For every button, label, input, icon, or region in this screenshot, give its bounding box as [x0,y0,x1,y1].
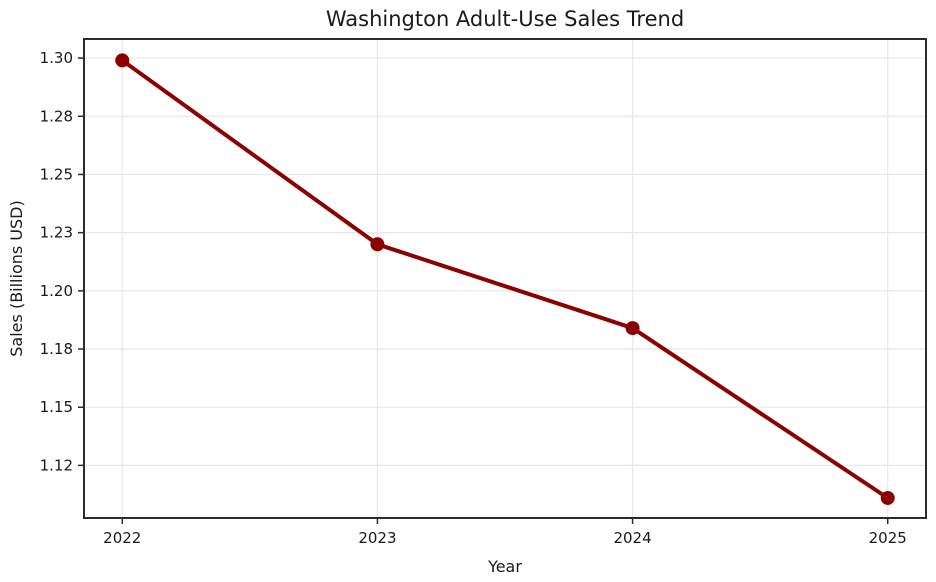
y-tick-label: 1.25 [40,165,73,183]
x-axis-label: Year [487,557,522,576]
plot-frame [83,38,927,519]
x-tick-label: 2024 [613,529,651,547]
x-tick-label: 2025 [869,529,907,547]
series-line [120,58,890,500]
y-tick-label: 1.23 [40,224,73,242]
axis-ticks: 2022 2023 2024 2025 1.12 1.15 1.18 1.20 1.23 1.25… [40,49,907,547]
y-axis-label: Sales (Billions USD) [7,200,26,356]
x-tick-label: 2023 [358,529,396,547]
x-tick-label: 2022 [103,529,141,547]
series-layer [115,53,895,505]
y-tick-label: 1.28 [40,107,73,125]
y-tick-label: 1.30 [40,49,73,67]
data-point-marker [370,237,385,252]
y-tick-label: 1.15 [40,398,73,416]
y-tick-label: 1.12 [40,456,73,474]
data-point-marker [880,490,895,505]
data-point-marker [625,321,640,336]
y-tick-label: 1.18 [40,340,73,358]
gridlines [84,39,926,518]
data-point-marker [115,53,130,68]
y-tick-label: 1.20 [40,282,73,300]
chart-title: Washington Adult-Use Sales Trend [326,7,684,31]
